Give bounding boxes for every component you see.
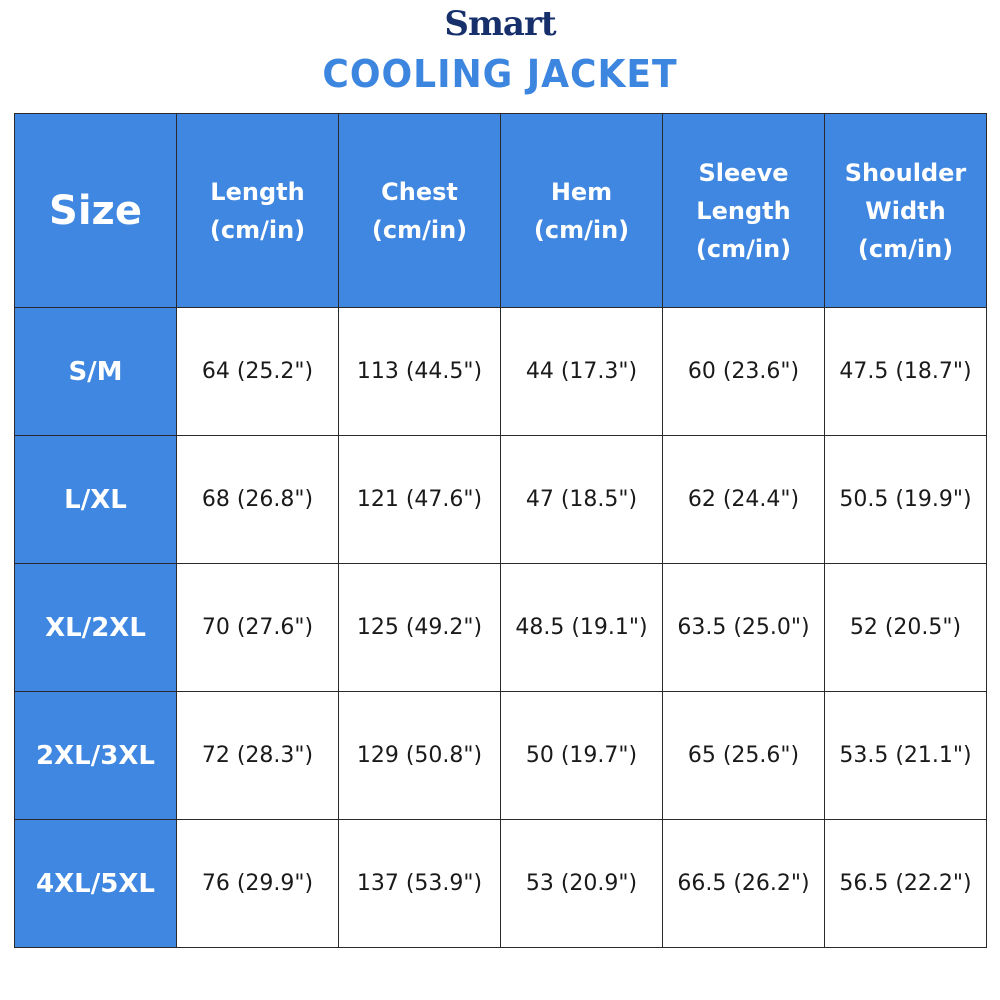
product-title: COOLING JACKET bbox=[322, 52, 678, 96]
length-cell: 68 (26.8") bbox=[176, 435, 339, 564]
size-table: Size Length (cm/in) Chest (cm/in) Hem (c… bbox=[14, 113, 987, 948]
sleeve-length-cell: 66.5 (26.2") bbox=[662, 819, 825, 948]
chest-cell: 137 (53.9") bbox=[338, 819, 501, 948]
size-cell: XL/2XL bbox=[14, 563, 177, 692]
header-row: Size Length (cm/in) Chest (cm/in) Hem (c… bbox=[14, 113, 987, 308]
hem-cell: 47 (18.5") bbox=[500, 435, 663, 564]
hem-cell: 50 (19.7") bbox=[500, 691, 663, 820]
length-cell: 70 (27.6") bbox=[176, 563, 339, 692]
shoulder-width-cell: 53.5 (21.1") bbox=[824, 691, 987, 820]
size-cell: S/M bbox=[14, 307, 177, 436]
sleeve-length-cell: 60 (23.6") bbox=[662, 307, 825, 436]
shoulder-width-cell: 52 (20.5") bbox=[824, 563, 987, 692]
hem-cell: 48.5 (19.1") bbox=[500, 563, 663, 692]
sleeve-length-cell: 63.5 (25.0") bbox=[662, 563, 825, 692]
shoulder-width-cell: 50.5 (19.9") bbox=[824, 435, 987, 564]
chest-cell: 113 (44.5") bbox=[338, 307, 501, 436]
brand-title: Smart bbox=[444, 4, 556, 44]
column-header-size: Size bbox=[14, 113, 177, 308]
size-cell: 2XL/3XL bbox=[14, 691, 177, 820]
table-header: Size Length (cm/in) Chest (cm/in) Hem (c… bbox=[14, 113, 987, 308]
size-cell: L/XL bbox=[14, 435, 177, 564]
shoulder-width-cell: 56.5 (22.2") bbox=[824, 819, 987, 948]
length-cell: 64 (25.2") bbox=[176, 307, 339, 436]
hem-cell: 53 (20.9") bbox=[500, 819, 663, 948]
table-row: 4XL/5XL 76 (29.9") 137 (53.9") 53 (20.9"… bbox=[14, 819, 987, 948]
length-cell: 72 (28.3") bbox=[176, 691, 339, 820]
chest-cell: 121 (47.6") bbox=[338, 435, 501, 564]
sleeve-length-cell: 62 (24.4") bbox=[662, 435, 825, 564]
column-header-sleeve-length: Sleeve Length (cm/in) bbox=[662, 113, 825, 308]
column-header-shoulder-width: Shoulder Width (cm/in) bbox=[824, 113, 987, 308]
length-cell: 76 (29.9") bbox=[176, 819, 339, 948]
chest-cell: 129 (50.8") bbox=[338, 691, 501, 820]
table-row: 2XL/3XL 72 (28.3") 129 (50.8") 50 (19.7"… bbox=[14, 691, 987, 820]
table-row: L/XL 68 (26.8") 121 (47.6") 47 (18.5") 6… bbox=[14, 435, 987, 564]
hem-cell: 44 (17.3") bbox=[500, 307, 663, 436]
table-row: S/M 64 (25.2") 113 (44.5") 44 (17.3") 60… bbox=[14, 307, 987, 436]
table-body: S/M 64 (25.2") 113 (44.5") 44 (17.3") 60… bbox=[14, 307, 987, 948]
shoulder-width-cell: 47.5 (18.7") bbox=[824, 307, 987, 436]
table-row: XL/2XL 70 (27.6") 125 (49.2") 48.5 (19.1… bbox=[14, 563, 987, 692]
chest-cell: 125 (49.2") bbox=[338, 563, 501, 692]
column-header-hem: Hem (cm/in) bbox=[500, 113, 663, 308]
size-cell: 4XL/5XL bbox=[14, 819, 177, 948]
column-header-chest: Chest (cm/in) bbox=[338, 113, 501, 308]
sleeve-length-cell: 65 (25.6") bbox=[662, 691, 825, 820]
column-header-length: Length (cm/in) bbox=[176, 113, 339, 308]
